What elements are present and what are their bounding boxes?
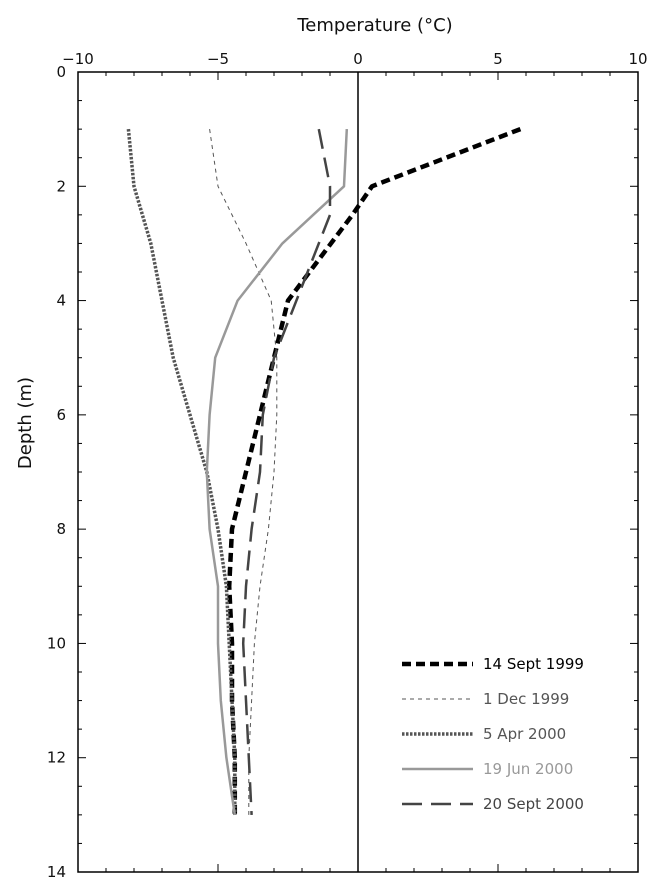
x-axis-title: Temperature (°C) [296, 15, 452, 36]
legend-label-4: 19 Jun 2000 [483, 760, 573, 778]
ticks-layer: −10 −5 0 5 10 0 2 4 6 8 10 12 14 [47, 50, 648, 881]
y-tick-label: 14 [47, 863, 66, 881]
x-tick-label: 10 [628, 50, 647, 68]
series-line-3 [126, 128, 237, 815]
y-tick-label: 12 [47, 749, 66, 767]
y-tick-label: 6 [56, 406, 66, 424]
series-layer [126, 127, 522, 816]
y-tick-label: 10 [47, 634, 66, 652]
x-tick-label: −10 [62, 50, 94, 68]
series-line-2 [209, 129, 278, 815]
series-line-5 [241, 128, 332, 815]
legend-label-3: 5 Apr 2000 [483, 725, 566, 743]
y-tick-label: 2 [56, 177, 66, 195]
y-tick-label: 8 [56, 520, 66, 538]
legend-label-5: 20 Sept 2000 [483, 795, 584, 813]
series-line-1 [226, 127, 522, 815]
y-tick-label: 0 [56, 63, 66, 81]
x-tick-label: 5 [493, 50, 503, 68]
y-tick-label: 4 [56, 292, 66, 310]
legend-label-2: 1 Dec 1999 [483, 690, 569, 708]
y-axis-title: Depth (m) [15, 377, 36, 469]
x-tick-label: −5 [207, 50, 229, 68]
legend-label-1: 14 Sept 1999 [483, 655, 584, 673]
x-tick-label: 0 [353, 50, 363, 68]
series-line-4 [205, 129, 349, 816]
legend: 14 Sept 1999 1 Dec 1999 5 Apr 2000 19 Jun 2… [402, 655, 584, 813]
